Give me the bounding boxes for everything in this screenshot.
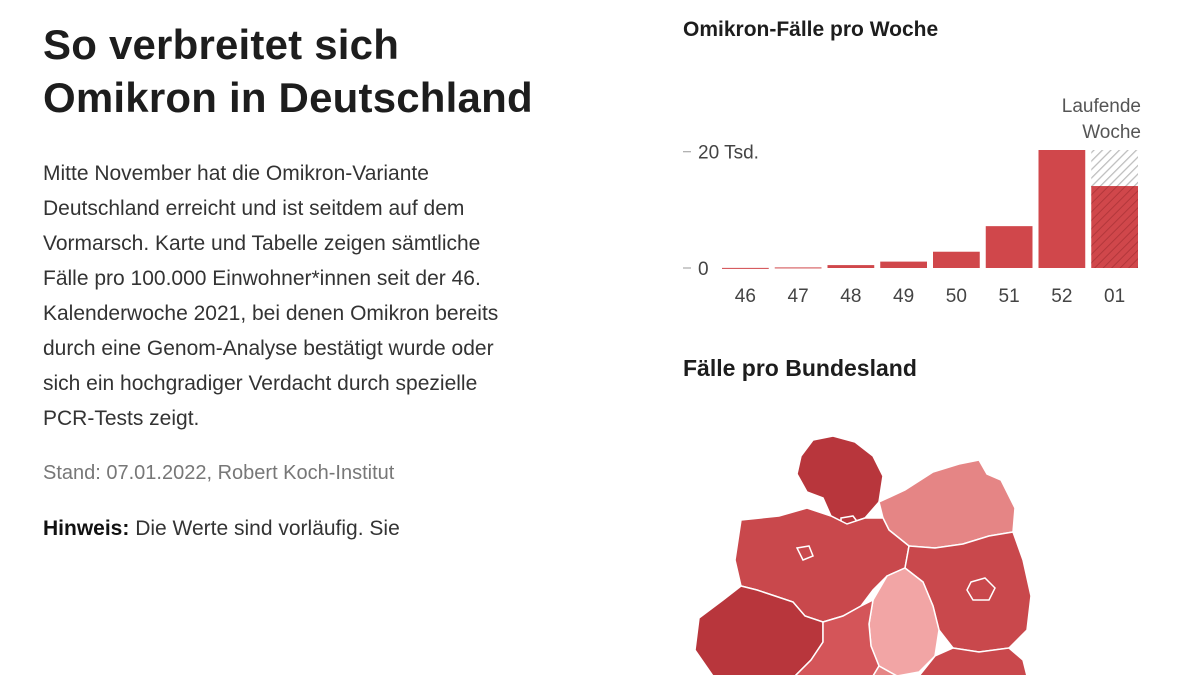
state-bremen[interactable] [795, 545, 814, 561]
bar-week-01[interactable] [1091, 186, 1138, 268]
y-axis: 0 20 Tsd. [683, 143, 759, 280]
bars [722, 150, 1138, 269]
x-tick-label: 46 [735, 286, 756, 307]
article-column: So verbreitet sich Omikron in Deutschlan… [43, 18, 543, 541]
y-tick-label: 20 Tsd. [698, 143, 759, 164]
page-title: So verbreitet sich Omikron in Deutschlan… [43, 21, 533, 121]
x-tick-label: 01 [1104, 286, 1125, 307]
ongoing-week-annotation: Laufende Woche [1062, 96, 1141, 143]
x-tick-label: 50 [946, 286, 967, 307]
germany-state-map [694, 435, 1032, 675]
x-tick-label: 47 [788, 286, 809, 307]
bar-week-47[interactable] [774, 267, 822, 269]
note-text: Die Werte sind vorläufig. Sie [129, 517, 400, 540]
state-hessen[interactable] [794, 598, 880, 675]
state-berlin[interactable] [966, 577, 996, 601]
x-tick-label: 48 [840, 286, 861, 307]
x-tick-label: 51 [999, 286, 1020, 307]
source-line: Stand: 07.01.2022, Robert Koch-Institut [43, 462, 395, 484]
bar-week-48[interactable] [827, 265, 875, 268]
x-tick-label: 49 [893, 286, 914, 307]
bar-week-46[interactable] [722, 267, 769, 269]
chart-title: Omikron-Fälle pro Woche [683, 18, 939, 41]
note-label: Hinweis: [43, 517, 130, 540]
x-tick-label: 52 [1051, 286, 1072, 307]
bar-week-49[interactable] [880, 261, 927, 268]
note-line: Hinweis: Die Werte sind vorläufig. Sie [43, 517, 543, 541]
bar-week-52[interactable] [1038, 150, 1086, 268]
weekly-cases-bar-chart: 0 20 Tsd. 46 47 48 49 50 51 52 01 Laufende Woche [683, 96, 1141, 307]
y-tick-label: 0 [698, 259, 709, 280]
map-title: Fälle pro Bundesland [683, 355, 917, 381]
state-sachsen[interactable] [918, 647, 1028, 675]
state-nordrhein-westfalen[interactable] [694, 585, 824, 675]
x-axis: 46 47 48 49 50 51 52 01 [735, 286, 1125, 307]
bar-week-50[interactable] [933, 251, 980, 268]
state-thueringen[interactable] [872, 664, 897, 675]
intro-text: Mitte November hat die Omikron-Variante … [43, 162, 499, 430]
bar-week-51[interactable] [985, 226, 1033, 268]
ongoing-label-line2: Woche [1082, 122, 1141, 143]
ongoing-label-line1: Laufende [1062, 96, 1141, 117]
